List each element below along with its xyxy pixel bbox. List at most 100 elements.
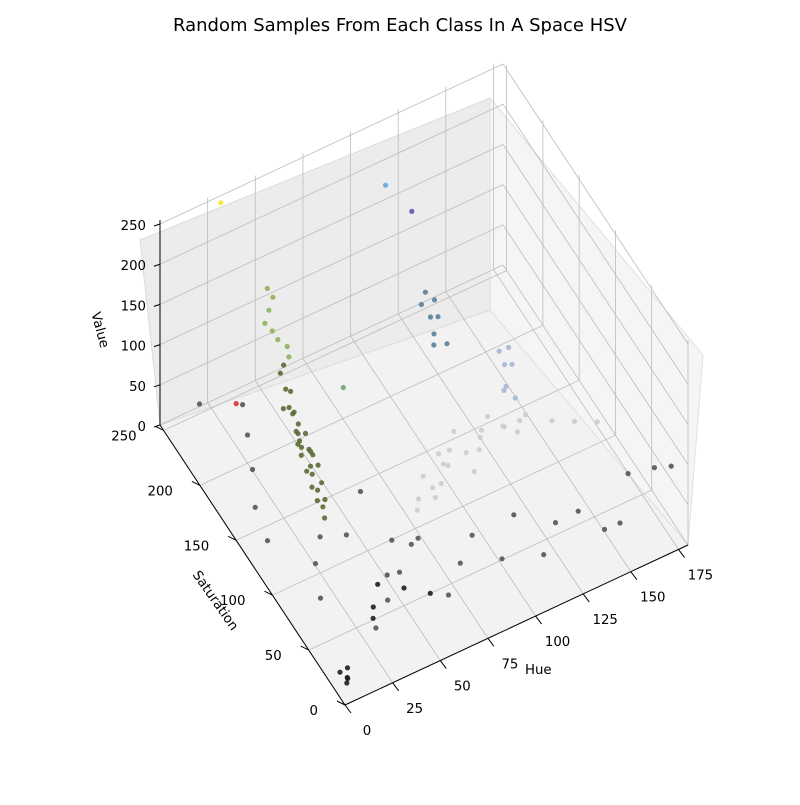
data-point <box>435 314 441 320</box>
data-point <box>291 409 297 415</box>
data-point <box>523 412 529 418</box>
data-point <box>344 665 351 671</box>
data-point <box>389 537 395 543</box>
data-point <box>280 406 286 412</box>
data-point <box>431 297 438 303</box>
data-point <box>298 452 304 458</box>
data-point <box>651 465 658 471</box>
grid-line-val-back <box>159 63 504 225</box>
data-point <box>302 430 309 436</box>
y-tick-mark <box>336 700 346 706</box>
data-point <box>310 452 316 458</box>
x-tick-mark <box>392 682 400 692</box>
z-tick-label: 200 <box>121 259 146 274</box>
data-point <box>375 581 381 587</box>
data-point <box>309 484 315 490</box>
data-point <box>414 507 420 513</box>
data-point <box>297 438 303 444</box>
grid-line-val-back <box>159 103 504 265</box>
data-point <box>401 585 407 591</box>
data-point <box>357 488 364 495</box>
data-point <box>502 362 508 368</box>
data-point <box>298 444 305 450</box>
data-point <box>218 200 224 206</box>
data-point <box>446 447 452 453</box>
z-tick-label: 250 <box>121 219 146 234</box>
data-point <box>382 182 389 188</box>
data-point <box>304 468 310 474</box>
data-point <box>506 344 512 351</box>
data-point <box>293 428 299 434</box>
data-point <box>269 328 275 334</box>
data-point <box>552 520 559 526</box>
grid-line-val-back <box>159 224 504 386</box>
data-point <box>514 429 521 435</box>
data-point <box>307 463 314 469</box>
data-point <box>541 552 547 558</box>
grid-line-val-back <box>159 144 504 305</box>
data-point <box>384 572 390 578</box>
data-point <box>463 450 469 456</box>
data-point <box>469 532 475 538</box>
data-point <box>408 541 414 547</box>
data-point <box>572 418 578 424</box>
data-point <box>512 395 518 401</box>
data-point <box>370 615 376 621</box>
data-point <box>317 595 324 601</box>
data-point <box>322 515 328 521</box>
data-point <box>471 468 477 475</box>
data-point <box>479 427 485 433</box>
z-tick-label: 0 <box>138 420 146 435</box>
data-point <box>244 432 251 438</box>
y-tick-mark <box>227 535 237 541</box>
data-point <box>281 362 287 368</box>
grid-line-sat <box>236 379 580 541</box>
data-point <box>344 680 350 686</box>
data-point <box>477 434 483 441</box>
grid-line-sat <box>272 434 616 596</box>
x-axis-label: Hue <box>525 663 552 678</box>
data-point <box>435 451 442 457</box>
z-axis-label: Value <box>87 311 111 350</box>
data-point <box>283 386 289 392</box>
data-point <box>594 419 600 425</box>
data-point <box>312 561 319 567</box>
data-point <box>314 498 320 504</box>
data-point <box>509 361 515 367</box>
grid-line-val-side <box>502 224 689 506</box>
data-point <box>625 471 631 477</box>
data-point <box>275 337 281 343</box>
data-point <box>501 387 507 393</box>
data-point <box>601 526 608 533</box>
x-tick-mark <box>630 571 638 580</box>
data-point <box>575 508 581 514</box>
data-point <box>476 447 482 453</box>
y-axis-line <box>159 424 346 706</box>
grid-line-sat <box>308 489 652 651</box>
data-point <box>668 463 674 469</box>
data-point <box>396 569 403 575</box>
axes: 0255075100125150175050100150200250050100… <box>111 219 713 739</box>
data-point <box>484 413 491 419</box>
z-tick-mark <box>153 223 161 227</box>
data-point <box>320 504 326 510</box>
grid-line-hue <box>302 358 489 639</box>
x-tick-label: 125 <box>592 613 617 628</box>
x-tick-label: 150 <box>640 591 665 606</box>
data-point <box>315 487 321 493</box>
grid-line-val-side <box>502 144 689 425</box>
data-point <box>322 496 328 503</box>
z-tick-mark <box>153 303 161 307</box>
data-point <box>432 494 438 501</box>
data-point <box>496 348 502 354</box>
grid-line-hue <box>445 291 632 572</box>
x-tick-label: 25 <box>406 702 423 717</box>
data-point <box>438 480 444 487</box>
data-point <box>345 675 351 682</box>
x-tick-mark <box>487 638 495 647</box>
x-tick-label: 0 <box>363 724 371 739</box>
y-tick-label: 150 <box>184 539 209 554</box>
data-point <box>444 341 450 347</box>
data-point <box>249 466 256 473</box>
